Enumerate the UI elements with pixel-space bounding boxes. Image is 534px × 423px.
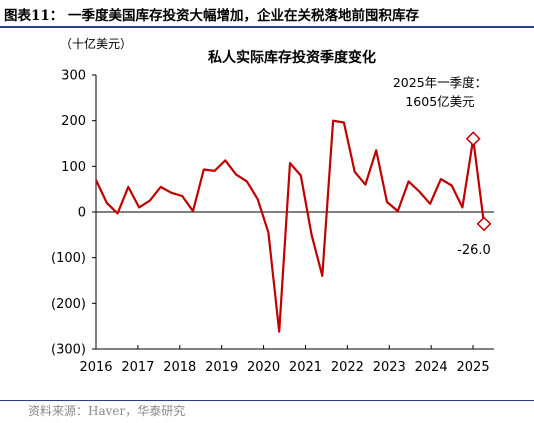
x-tick-label: 2018 [163, 360, 196, 375]
x-tick-label: 2020 [247, 360, 280, 375]
source-note: 资料来源：Haver，华泰研究 [28, 404, 186, 418]
inventory-investment-chart: 私人实际库存投资季度变化 （十亿美元） 300 200 100 0 (100) (200)… [51, 36, 494, 375]
x-tick-label: 2017 [121, 360, 154, 375]
chart-title: 私人实际库存投资季度变化 [208, 49, 376, 66]
series-line [95, 119, 486, 333]
x-tick-label: 2025 [457, 360, 490, 375]
x-tick-label: 2024 [415, 360, 448, 375]
y-tick-label: (200) [51, 297, 86, 312]
y-tick-label: 100 [61, 160, 86, 175]
y-tick-label: 0 [78, 206, 86, 221]
x-tick-label: 2022 [331, 360, 364, 375]
y-tick-label: 300 [61, 69, 86, 84]
x-tick-label: 2023 [373, 360, 406, 375]
y-tick-label: (300) [51, 343, 86, 358]
y-tick-label: (100) [51, 251, 86, 266]
annotation-group: 2025年一季度： 1605亿美元 [393, 75, 487, 109]
annotation-line-1: 2025年一季度： [393, 75, 487, 90]
y-axis-unit-label: （十亿美元） [60, 36, 132, 51]
series-group: -26.0 [95, 119, 492, 333]
caption-divider [0, 26, 534, 28]
x-tick-label: 2021 [289, 360, 322, 375]
latest-value-label: -26.0 [457, 243, 491, 258]
x-tick-label: 2019 [205, 360, 238, 375]
latest-point-marker [476, 216, 492, 232]
annotation-line-2: 1605亿美元 [405, 94, 474, 109]
q1-2025-marker [465, 131, 481, 147]
footer-divider [0, 400, 534, 401]
x-tick-label: 2016 [79, 360, 112, 375]
y-tick-label: 200 [61, 114, 86, 129]
figure-caption: 图表11： 一季度美国库存投资大幅增加，企业在关税落地前囤积库存 [4, 8, 419, 24]
axes: 300 200 100 0 (100) (200) (300) 2016 2017 2018 201… [51, 69, 494, 375]
